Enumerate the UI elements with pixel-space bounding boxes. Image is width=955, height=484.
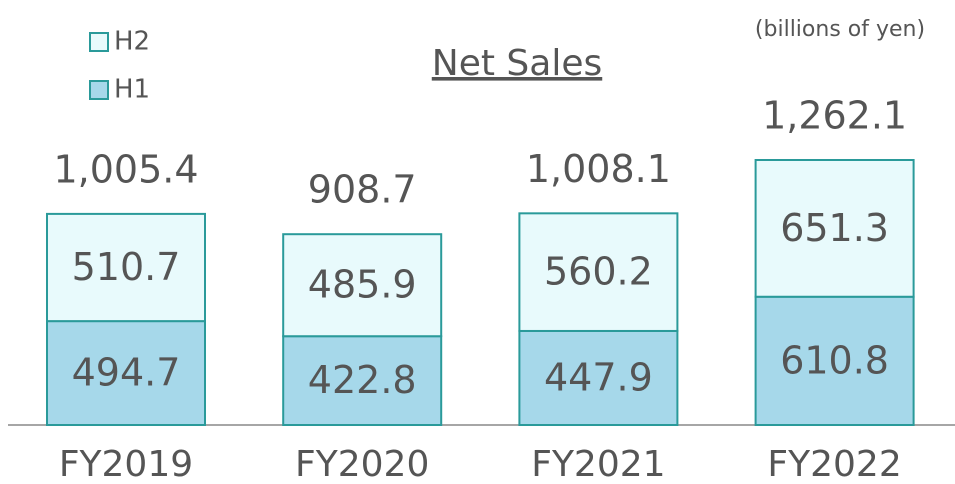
chart-title: Net Sales (432, 43, 602, 84)
segment-label: 610.8 (780, 338, 889, 382)
segment-label: 510.7 (72, 245, 181, 289)
x-tick-label: FY2022 (767, 444, 901, 484)
bar-segment (754, 159, 915, 298)
x-tick-label: FY2020 (295, 444, 429, 484)
legend-label: H2 (114, 27, 150, 57)
total-label: 1,005.4 (53, 147, 198, 191)
segment-label: 422.8 (308, 358, 417, 402)
x-tick-label: FY2019 (59, 444, 193, 484)
legend-swatch (89, 80, 109, 100)
unit-note: (billions of yen) (755, 17, 925, 42)
bar-segment (46, 212, 206, 323)
bar-segment (46, 320, 206, 426)
bar-segment (282, 233, 443, 338)
total-label: 908.7 (308, 168, 417, 212)
x-tick-label: FY2021 (531, 444, 665, 484)
bar-segment (754, 295, 915, 426)
segment-label: 447.9 (544, 355, 653, 399)
total-label: 1,008.1 (526, 147, 671, 191)
segment-label: 651.3 (780, 206, 889, 250)
segment-label: 494.7 (72, 351, 181, 395)
legend-swatch (89, 32, 109, 52)
bar-segment (518, 212, 679, 332)
segment-label: 485.9 (308, 263, 417, 307)
total-label: 1,262.1 (762, 94, 907, 138)
legend-label: H1 (114, 75, 150, 105)
bar-segment (518, 329, 679, 426)
segment-label: 560.2 (544, 250, 653, 294)
